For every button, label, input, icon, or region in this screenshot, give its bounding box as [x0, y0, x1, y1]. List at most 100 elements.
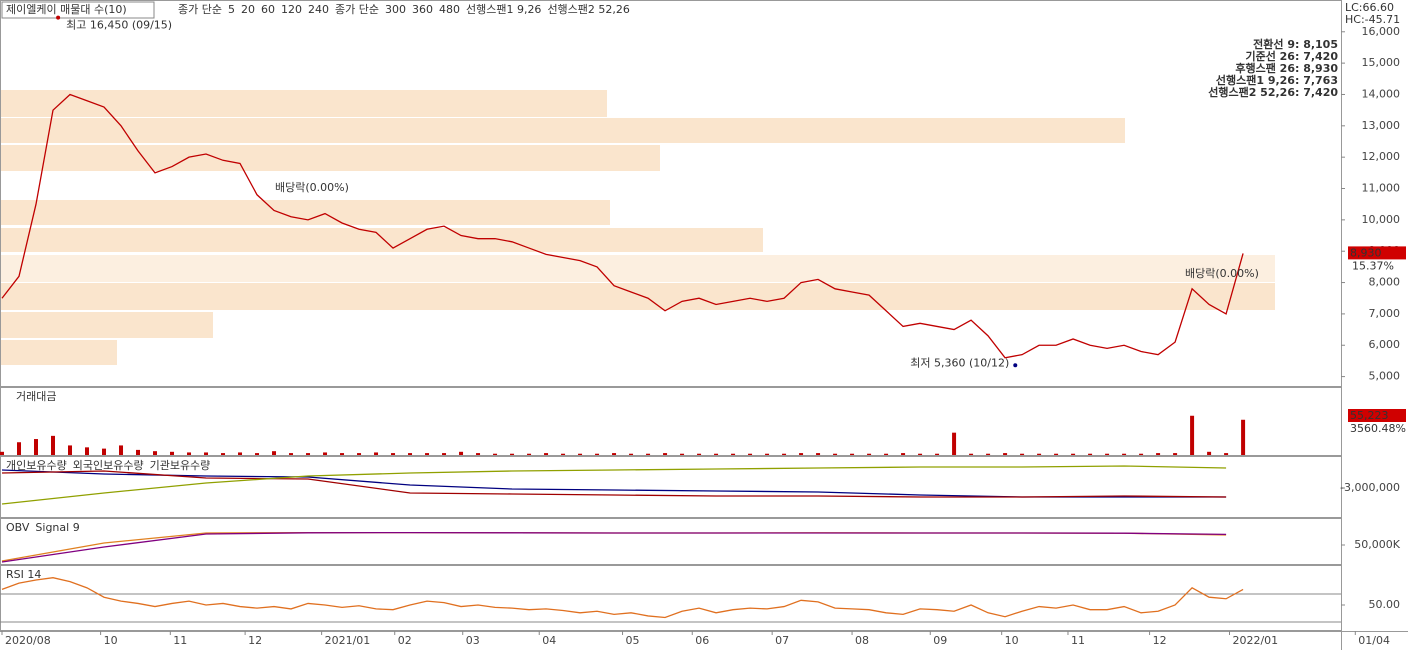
- bar: [765, 453, 770, 455]
- legend-item: 60: [261, 3, 275, 16]
- legend-item: 120: [281, 3, 302, 16]
- legend-item: 20: [241, 3, 255, 16]
- bar: [952, 432, 957, 455]
- legend-item: RSI 14: [6, 568, 41, 581]
- bar: [612, 453, 617, 455]
- bar: [629, 453, 634, 455]
- x-tick-label: 2020/08: [5, 634, 51, 647]
- bar: [935, 453, 940, 455]
- y-tick-label: 5,000: [1369, 370, 1401, 383]
- x-tick-label: 07: [775, 634, 789, 647]
- bar: [221, 453, 226, 455]
- bar: [238, 452, 243, 455]
- bar: [425, 453, 430, 455]
- bar: [969, 453, 974, 455]
- y-tick-label: 10,000: [1362, 213, 1401, 226]
- bar: [0, 451, 4, 455]
- x-tick-label: 10: [1005, 634, 1019, 647]
- bar: [884, 453, 889, 455]
- x-tick-label: 2021/01: [325, 634, 371, 647]
- x-tick-label: 01/04: [1358, 634, 1390, 647]
- last-price: 8,930: [1350, 246, 1382, 259]
- annotation-point: [56, 15, 61, 20]
- bar: [1088, 453, 1093, 455]
- annotation-point: [1013, 363, 1018, 368]
- x-tick-label: 03: [466, 634, 480, 647]
- bar: [1003, 453, 1008, 455]
- bar: [833, 453, 838, 455]
- bar: [850, 453, 855, 455]
- bar: [918, 453, 923, 455]
- bar: [136, 449, 141, 455]
- legend-item: 360: [412, 3, 433, 16]
- legend-item: 개인보유수량: [6, 459, 67, 472]
- bar: [1190, 415, 1195, 455]
- bar: [1037, 453, 1042, 455]
- legend-item: 종가 단순: [178, 3, 222, 16]
- legend-item: 480: [439, 3, 460, 16]
- bar: [527, 453, 532, 455]
- series-line: [1, 93, 1244, 359]
- price-tag: [1348, 246, 1406, 260]
- x-tick-label: 05: [626, 634, 640, 647]
- bar: [323, 452, 328, 455]
- y-tick-label: 50.00: [1369, 598, 1401, 611]
- indicator-label: 기준선 26: 7,420: [1245, 49, 1338, 63]
- legend-item: 기관보유수량: [150, 459, 211, 472]
- legend-item: 선행스팬2 52,26: [547, 3, 629, 16]
- x-tick-label: 04: [542, 634, 556, 647]
- bar: [68, 445, 73, 455]
- indicator-label: 선행스팬2 52,26: 7,420: [1208, 85, 1338, 99]
- y-tick-label: 16,000: [1362, 25, 1401, 38]
- bar: [1020, 453, 1025, 455]
- bar: [51, 435, 56, 455]
- bar: [680, 453, 685, 455]
- bar: [102, 448, 107, 455]
- bar: [697, 453, 702, 455]
- y-tick-label: 12,000: [1362, 150, 1401, 163]
- bar: [391, 453, 396, 455]
- bar: [986, 453, 991, 455]
- bar: [289, 453, 294, 455]
- dividend-label: 배당락(0.00%): [1185, 267, 1259, 280]
- bar: [204, 452, 209, 455]
- bar: [510, 453, 515, 455]
- bar: [493, 453, 498, 455]
- bar: [867, 453, 872, 455]
- bar: [153, 451, 158, 455]
- bar: [374, 452, 379, 455]
- legend-item: 300: [385, 3, 406, 16]
- y-tick-label: 6,000: [1369, 338, 1401, 351]
- bar: [476, 453, 481, 455]
- bar: [442, 453, 447, 455]
- volume-profile: [0, 90, 1275, 365]
- series-line: [1, 465, 1227, 505]
- indicator-label: 전환선 9: 8,105: [1253, 37, 1338, 51]
- bar: [1224, 453, 1229, 455]
- bar: [119, 445, 124, 455]
- bar: [272, 451, 277, 455]
- bar: [255, 453, 260, 455]
- legend-item: Signal 9: [35, 521, 79, 534]
- bar: [714, 453, 719, 455]
- info-label: LC:66.60: [1345, 1, 1394, 14]
- bar: [1071, 453, 1076, 455]
- bar: [901, 453, 906, 455]
- series-line: [1, 577, 1244, 619]
- value-tag: [1348, 409, 1406, 422]
- y-tick-label: 15,000: [1362, 56, 1401, 69]
- info-label: HC:-45.71: [1345, 13, 1400, 26]
- x-tick-label: 2022/01: [1232, 634, 1278, 647]
- y-tick-label: 13,000: [1362, 119, 1401, 132]
- x-tick-label: 10: [104, 634, 118, 647]
- change-percent: 15.37%: [1352, 259, 1394, 272]
- x-tick-label: 06: [695, 634, 709, 647]
- bar: [663, 453, 668, 455]
- bar: [1156, 453, 1161, 455]
- bar: [1122, 453, 1127, 455]
- y-tick-label: 7,000: [1369, 307, 1401, 320]
- bar: [1054, 453, 1059, 455]
- change-value: 3560.48%: [1350, 422, 1406, 435]
- bar: [1105, 453, 1110, 455]
